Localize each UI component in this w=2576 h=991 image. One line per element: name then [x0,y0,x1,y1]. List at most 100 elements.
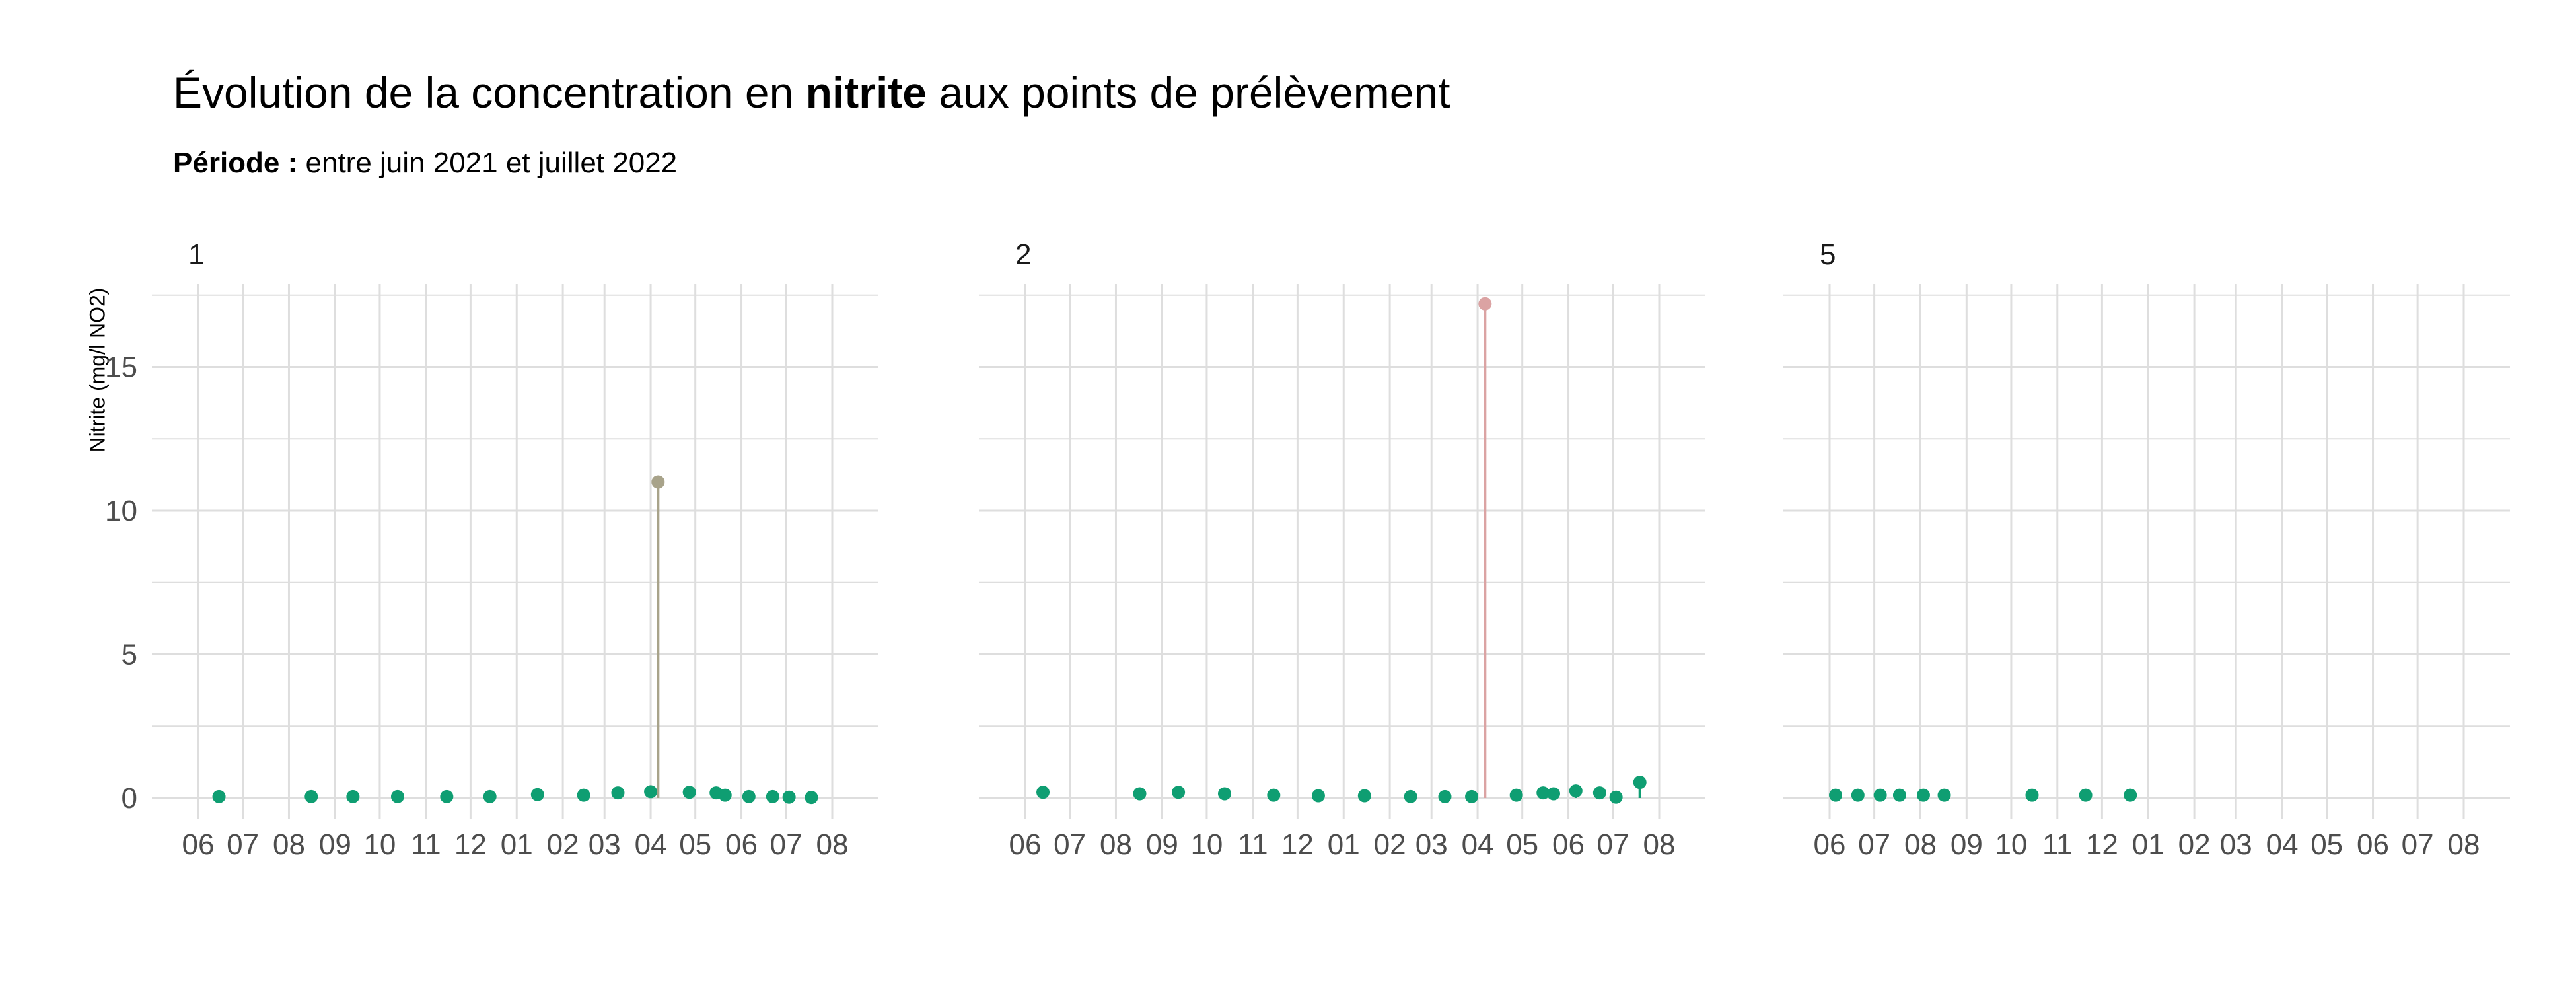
data-point [805,791,818,805]
x-tick-label: 03 [2220,828,2252,861]
x-tick-label: 02 [547,828,579,861]
data-point [1851,788,1865,802]
x-tick-label: 12 [454,828,487,861]
subtitle-label: Période : [173,147,298,179]
x-tick-label: 06 [1009,828,1042,861]
y-tick-label: 15 [105,351,137,384]
x-tick-label: 05 [2310,828,2343,861]
y-tick-label: 5 [122,639,137,671]
data-point [682,786,696,799]
data-point [1829,788,1843,802]
data-point [1609,790,1623,804]
x-tick-label: 12 [2086,828,2118,861]
x-tick-label: 07 [2402,828,2434,861]
x-tick-label: 09 [319,828,351,861]
data-point [577,788,590,802]
data-point [2079,788,2093,802]
x-tick-label: 06 [182,828,215,861]
data-point [2025,788,2039,802]
x-tick-label: 09 [1146,828,1178,861]
x-tick-label: 10 [363,828,396,861]
title-emphasis: nitrite [805,68,927,117]
x-tick-label: 08 [1100,828,1132,861]
x-tick-label: 04 [1462,828,1494,861]
x-tick-label: 05 [1506,828,1538,861]
data-point [1036,786,1050,799]
x-tick-label: 07 [1858,828,1890,861]
data-point [718,788,732,802]
x-tick-label: 08 [1904,828,1937,861]
x-tick-label: 05 [679,828,711,861]
x-tick-label: 01 [1328,828,1360,861]
data-point [346,789,360,803]
y-tick-label: 0 [122,782,137,815]
x-tick-label: 07 [1597,828,1629,861]
data-point [766,789,779,803]
data-point [782,790,796,804]
data-point [1267,788,1281,802]
x-tick-label: 03 [589,828,621,861]
data-point [1217,787,1231,801]
data-point [611,786,625,800]
data-point [1873,788,1887,802]
data-point [1172,786,1186,799]
data-point [1509,788,1523,802]
data-point [1311,789,1325,803]
data-point [1478,297,1492,311]
x-tick-label: 01 [501,828,533,861]
data-point [1916,788,1930,802]
data-point [742,789,756,803]
data-point [1438,789,1452,803]
data-point [1536,786,1550,800]
x-tick-label: 08 [1643,828,1676,861]
x-tick-label: 08 [2448,828,2480,861]
data-point [651,475,665,489]
data-point [1592,786,1606,800]
x-tick-label: 07 [770,828,803,861]
data-point [1465,789,1479,803]
x-tick-label: 04 [635,828,667,861]
facet-label: 5 [1820,239,1836,271]
data-point [1404,789,1417,803]
title-prefix: Évolution de la concentration en [173,68,806,117]
x-tick-label: 08 [273,828,305,861]
data-point [212,789,226,803]
subtitle-text: entre juin 2021 et juillet 2022 [297,147,678,179]
x-tick-label: 07 [227,828,259,861]
x-tick-label: 04 [2266,828,2299,861]
data-point [2124,788,2137,802]
chart-subtitle: Période : entre juin 2021 et juillet 202… [173,147,677,180]
x-tick-label: 06 [1814,828,1846,861]
data-point [1547,787,1560,801]
data-point [1133,787,1147,801]
title-suffix: aux points de prélèvement [927,68,1450,117]
y-tick-label: 10 [105,495,137,527]
x-tick-label: 10 [1995,828,2027,861]
data-point [440,789,454,803]
data-point [1569,784,1583,798]
x-tick-label: 12 [1281,828,1314,861]
data-point [304,789,318,803]
x-tick-label: 01 [2132,828,2165,861]
x-tick-label: 11 [1238,828,1268,861]
x-tick-label: 06 [2357,828,2389,861]
chart-title: Évolution de la concentration en nitrite… [173,67,1450,118]
data-point [1633,776,1647,789]
x-tick-label: 08 [816,828,849,861]
data-point [1937,788,1951,802]
data-point [1357,789,1371,803]
data-point [390,789,404,803]
data-point [644,785,658,799]
facet-label: 2 [1015,239,1031,271]
data-point [530,788,544,801]
data-point [1892,788,1906,802]
data-point [483,789,497,803]
x-tick-label: 03 [1415,828,1448,861]
x-tick-label: 06 [725,828,758,861]
x-tick-label: 06 [1552,828,1585,861]
x-tick-label: 02 [1374,828,1406,861]
facet-label: 1 [188,239,204,271]
x-tick-label: 02 [2178,828,2211,861]
x-tick-label: 10 [1190,828,1223,861]
